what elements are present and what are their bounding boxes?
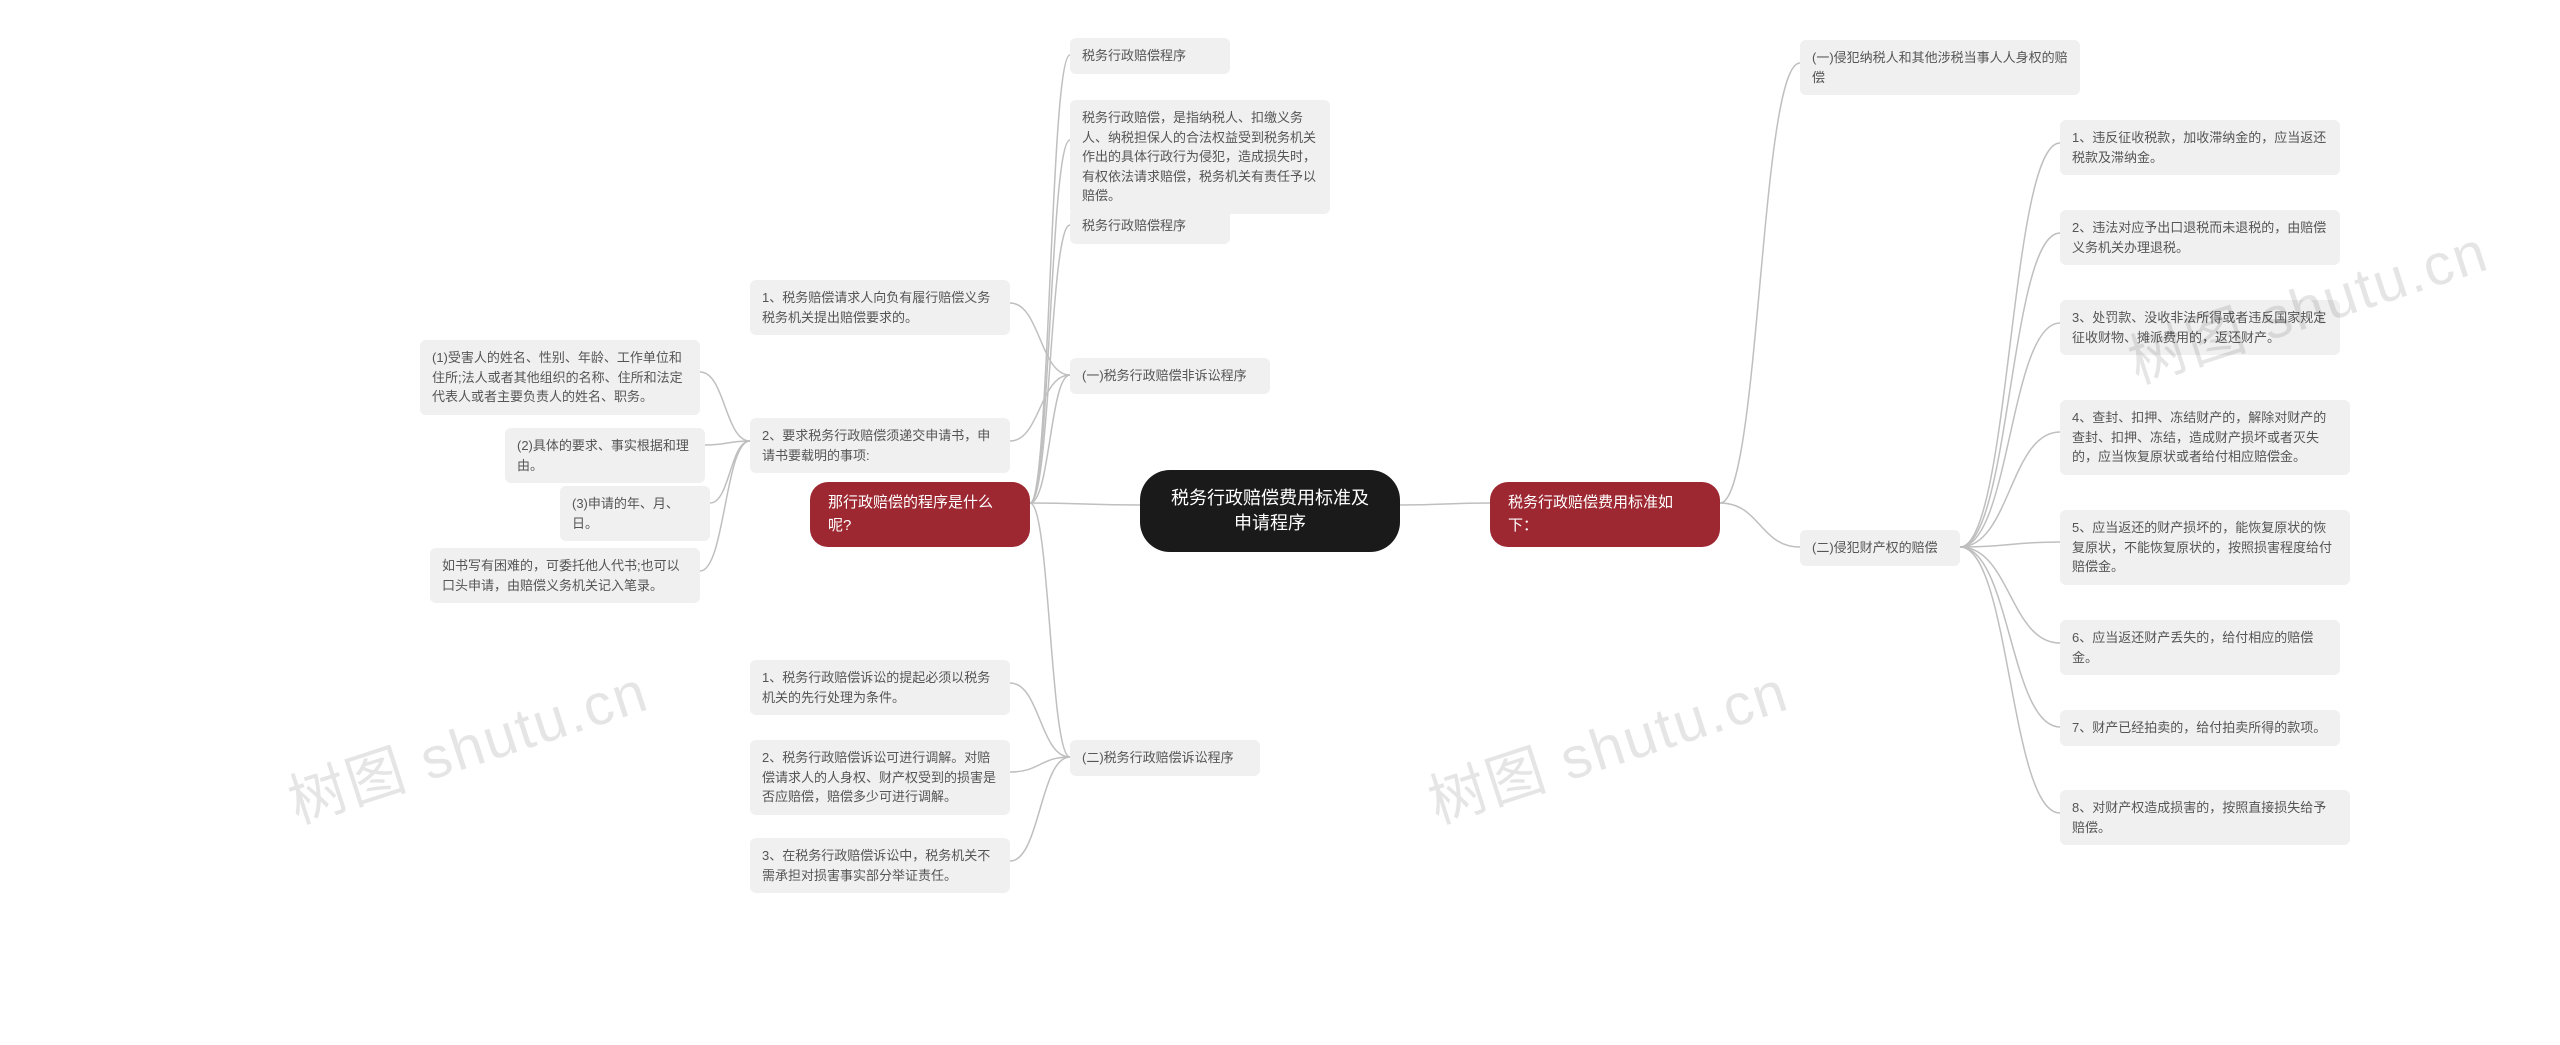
left-child-4-1[interactable]: 2、税务行政赔偿诉讼可进行调解。对赔偿请求人的人身权、财产权受到的损害是否应赔偿… — [750, 740, 1010, 815]
right-child-1[interactable]: (二)侵犯财产权的赔偿 — [1800, 530, 1960, 566]
left-child-3-0[interactable]: 1、税务赔偿请求人向负有履行赔偿义务税务机关提出赔偿要求的。 — [750, 280, 1010, 335]
right-child-1-5[interactable]: 6、应当返还财产丢失的，给付相应的赔偿金。 — [2060, 620, 2340, 675]
right-child-1-2[interactable]: 3、处罚款、没收非法所得或者违反国家规定征收财物、摊派费用的，返还财产。 — [2060, 300, 2340, 355]
left-child-3-1-0[interactable]: (1)受害人的姓名、性别、年龄、工作单位和住所;法人或者其他组织的名称、住所和法… — [420, 340, 700, 415]
left-child-3-1-1[interactable]: (2)具体的要求、事实根据和理由。 — [505, 428, 705, 483]
branch-left[interactable]: 那行政赔偿的程序是什么呢? — [810, 482, 1030, 547]
left-child-4[interactable]: (二)税务行政赔偿诉讼程序 — [1070, 740, 1260, 776]
root-node[interactable]: 税务行政赔偿费用标准及申请程序 — [1140, 470, 1400, 552]
left-child-3-1[interactable]: 2、要求税务行政赔偿须递交申请书，申请书要载明的事项: — [750, 418, 1010, 473]
left-child-3[interactable]: (一)税务行政赔偿非诉讼程序 — [1070, 358, 1270, 394]
right-child-1-7[interactable]: 8、对财产权造成损害的，按照直接损失给予赔偿。 — [2060, 790, 2350, 845]
left-child-2[interactable]: 税务行政赔偿程序 — [1070, 208, 1230, 244]
right-child-1-6[interactable]: 7、财产已经拍卖的，给付拍卖所得的款项。 — [2060, 710, 2340, 746]
watermark: 树图 shutu.cn — [276, 644, 657, 839]
left-child-0[interactable]: 税务行政赔偿程序 — [1070, 38, 1230, 74]
right-child-1-0[interactable]: 1、违反征收税款，加收滞纳金的，应当返还税款及滞纳金。 — [2060, 120, 2340, 175]
left-child-1[interactable]: 税务行政赔偿，是指纳税人、扣缴义务人、纳税担保人的合法权益受到税务机关作出的具体… — [1070, 100, 1330, 214]
right-child-1-4[interactable]: 5、应当返还的财产损坏的，能恢复原状的恢复原状，不能恢复原状的，按照损害程度给付… — [2060, 510, 2350, 585]
left-child-4-0[interactable]: 1、税务行政赔偿诉讼的提起必须以税务机关的先行处理为条件。 — [750, 660, 1010, 715]
watermark: 树图 shutu.cn — [1416, 644, 1797, 839]
left-child-3-1-3[interactable]: 如书写有困难的，可委托他人代书;也可以口头申请，由赔偿义务机关记入笔录。 — [430, 548, 700, 603]
left-child-3-1-2[interactable]: (3)申请的年、月、日。 — [560, 486, 710, 541]
right-child-1-1[interactable]: 2、违法对应予出口退税而未退税的，由赔偿义务机关办理退税。 — [2060, 210, 2340, 265]
right-child-0[interactable]: (一)侵犯纳税人和其他涉税当事人人身权的赔偿 — [1800, 40, 2080, 95]
branch-right[interactable]: 税务行政赔偿费用标准如下： — [1490, 482, 1720, 547]
left-child-4-2[interactable]: 3、在税务行政赔偿诉讼中，税务机关不需承担对损害事实部分举证责任。 — [750, 838, 1010, 893]
right-child-1-3[interactable]: 4、查封、扣押、冻结财产的，解除对财产的查封、扣押、冻结，造成财产损坏或者灭失的… — [2060, 400, 2350, 475]
